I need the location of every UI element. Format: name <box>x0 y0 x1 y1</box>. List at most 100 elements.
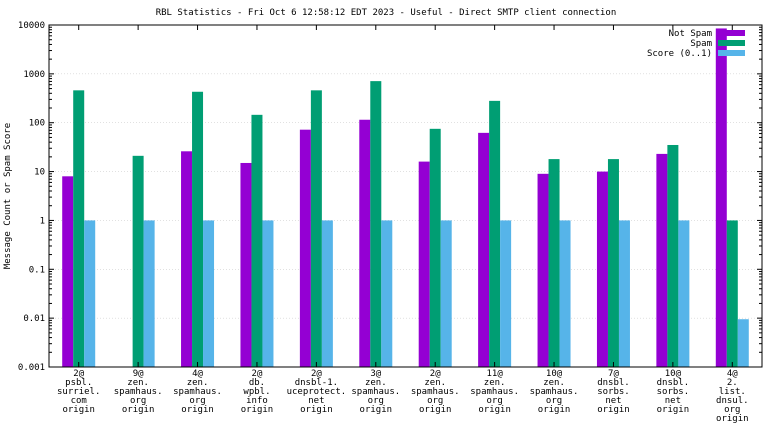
x-tick-label-line: dnsbl. <box>597 378 630 388</box>
bar <box>321 220 333 367</box>
x-tick-label-line: origin <box>419 405 452 415</box>
gridlines <box>49 24 762 368</box>
x-tick-label: 2@ zen. spamhaus. org origin <box>411 369 460 415</box>
x-tick-label-line: origin <box>62 405 95 415</box>
bar <box>73 90 85 367</box>
x-tick-label: 9@ zen. spamhaus. org origin <box>114 369 163 415</box>
bar <box>181 151 193 367</box>
x-tick-label-line: origin <box>241 405 274 415</box>
legend-label: Spam <box>690 39 712 49</box>
bar <box>489 100 501 367</box>
x-tick-label-line: sorbs. <box>657 387 690 397</box>
x-tick-label: 10@ zen. spamhaus. org origin <box>530 369 579 415</box>
x-tick-label-line: surriel. <box>57 387 100 397</box>
x-tick-label-line: origin <box>181 405 214 415</box>
x-tick-label: 2@ db. wpbl. info origin <box>241 369 274 415</box>
x-tick-label-line: list. <box>719 387 746 397</box>
x-tick-label-line: origin <box>122 405 155 415</box>
bar <box>299 129 311 367</box>
x-tick-label-line: zen. <box>484 378 506 388</box>
y-tick-label: 0.1 <box>29 265 45 275</box>
x-tick-label-line: 2@ <box>252 369 263 379</box>
x-tick-label-line: net <box>665 396 681 406</box>
x-tick-label-line: org <box>546 396 562 406</box>
x-tick-label: 3@ zen. spamhaus. org origin <box>351 369 400 415</box>
x-tick-label: 7@ dnsbl. sorbs. net origin <box>597 369 630 415</box>
x-tick-label-line: zen. <box>187 378 209 388</box>
bar <box>359 119 371 367</box>
x-tick-label-line: org <box>486 396 502 406</box>
y-axis-ticks: 0.001 0.01 0.1 1 10 100 1000 10000 <box>18 21 762 373</box>
bar <box>537 173 549 367</box>
x-tick-label-line: dnsbl-1. <box>295 378 338 388</box>
x-tick-label-line: org <box>189 396 205 406</box>
bar <box>548 159 560 367</box>
bar <box>715 28 727 367</box>
bar <box>440 220 452 367</box>
x-tick-label-line: zen. <box>424 378 446 388</box>
x-tick-label-line: origin <box>597 405 630 415</box>
legend-label: Score (0..1) <box>647 49 712 59</box>
bar <box>667 144 679 367</box>
bar <box>203 220 215 367</box>
x-tick-label-line: org <box>427 396 443 406</box>
x-tick-label-line: origin <box>300 405 333 415</box>
x-tick-label-line: origin <box>360 405 393 415</box>
x-tick-label-line: origin <box>538 405 571 415</box>
legend-swatch <box>718 40 745 46</box>
legend-swatch <box>718 50 745 56</box>
bar <box>656 153 668 367</box>
x-tick-label-line: spamhaus. <box>173 387 222 397</box>
bar <box>370 81 382 367</box>
x-tick-label-line: zen. <box>543 378 565 388</box>
bars <box>62 28 749 367</box>
y-tick-label: 100 <box>29 119 45 129</box>
x-tick-label-line: spamhaus. <box>114 387 163 397</box>
bar <box>251 114 263 367</box>
x-tick-label-line: 7@ <box>608 369 619 379</box>
x-tick-label: 4@ 2. list. dnsul. org origin <box>716 369 749 424</box>
x-tick-label-line: com <box>71 396 87 406</box>
x-tick-label: 11@ zen. spamhaus. org origin <box>470 369 519 415</box>
bar <box>726 220 738 367</box>
x-tick-label-line: org <box>130 396 146 406</box>
x-tick-label-line: dnsul. <box>716 396 749 406</box>
bar <box>737 319 749 367</box>
x-tick-label-line: 2@ <box>311 369 322 379</box>
x-tick-label-line: 2@ <box>430 369 441 379</box>
x-tick-label-line: zen. <box>365 378 387 388</box>
bar <box>618 220 630 367</box>
x-tick-label-line: 10@ <box>665 369 682 379</box>
x-tick-label-line: psbl. <box>65 378 92 388</box>
legend-label: Not Spam <box>669 29 712 39</box>
x-tick-label-line: 9@ <box>133 369 144 379</box>
bar <box>192 91 204 367</box>
x-tick-label: 4@ zen. spamhaus. org origin <box>173 369 222 415</box>
x-tick-label-line: zen. <box>127 378 149 388</box>
y-axis-label: Message Count or Spam Score <box>3 123 13 269</box>
bar <box>607 159 619 367</box>
x-tick-label-line: 3@ <box>370 369 381 379</box>
x-tick-label-line: 10@ <box>546 369 563 379</box>
bar <box>418 161 430 367</box>
x-tick-label-line: 2. <box>727 378 738 388</box>
x-tick-label-line: origin <box>657 405 690 415</box>
x-tick-label-line: info <box>246 396 268 406</box>
x-tick-label: 2@ psbl. surriel. com origin <box>57 369 100 415</box>
x-tick-label-line: spamhaus. <box>351 387 400 397</box>
x-tick-label-line: 2@ <box>73 369 84 379</box>
x-tick-label-line: uceprotect. <box>287 387 347 397</box>
bar <box>262 220 274 367</box>
y-tick-label: 0.01 <box>23 314 45 324</box>
bar <box>62 176 74 367</box>
x-tick-label: 2@ dnsbl-1. uceprotect. net origin <box>287 369 347 415</box>
plot-frame <box>48 24 763 368</box>
bar <box>143 220 155 367</box>
x-tick-label-line: net <box>605 396 621 406</box>
bar <box>240 162 252 367</box>
x-tick-label-line: spamhaus. <box>411 387 460 397</box>
x-tick-label-line: wpbl. <box>243 387 270 397</box>
